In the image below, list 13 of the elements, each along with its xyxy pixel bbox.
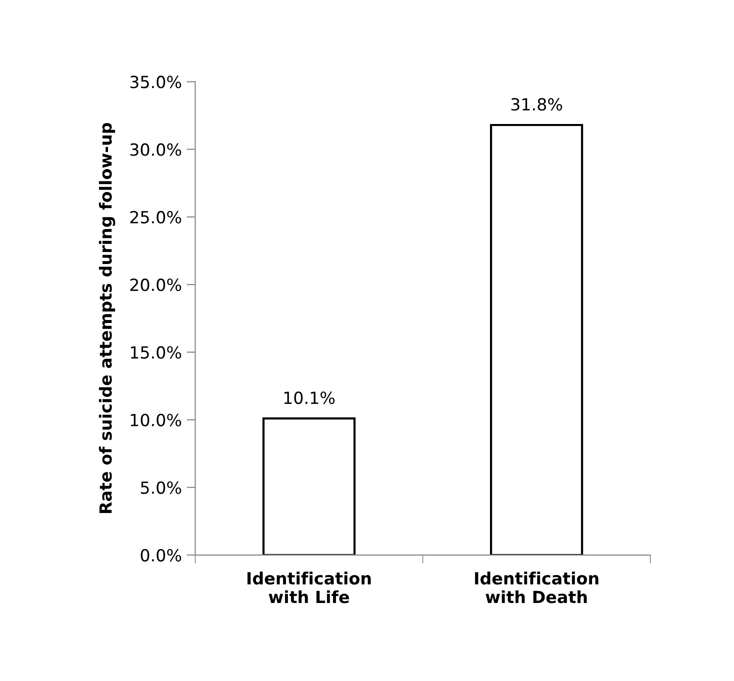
y-tick-label: 5.0%: [140, 481, 182, 494]
y-tick-label: 35.0%: [130, 76, 182, 88]
y-tick-label: 25.0%: [130, 210, 182, 224]
x-tick-label: Identification with Life: [248, 572, 371, 604]
y-tick-label: 0.0%: [140, 548, 182, 562]
y-tick-label: 10.0%: [130, 414, 182, 426]
y-tick-label: 15.0%: [130, 346, 182, 359]
x-tick-label: Identification with Death: [475, 572, 598, 604]
y-tick-label: 30.0%: [130, 143, 182, 156]
data-label: 31.8%: [511, 98, 562, 111]
data-label: 10.1%: [284, 391, 335, 404]
y-axis-title: Rate of suicide attempts during follow-up: [98, 122, 116, 513]
y-tick-label: 20.0%: [130, 278, 182, 292]
